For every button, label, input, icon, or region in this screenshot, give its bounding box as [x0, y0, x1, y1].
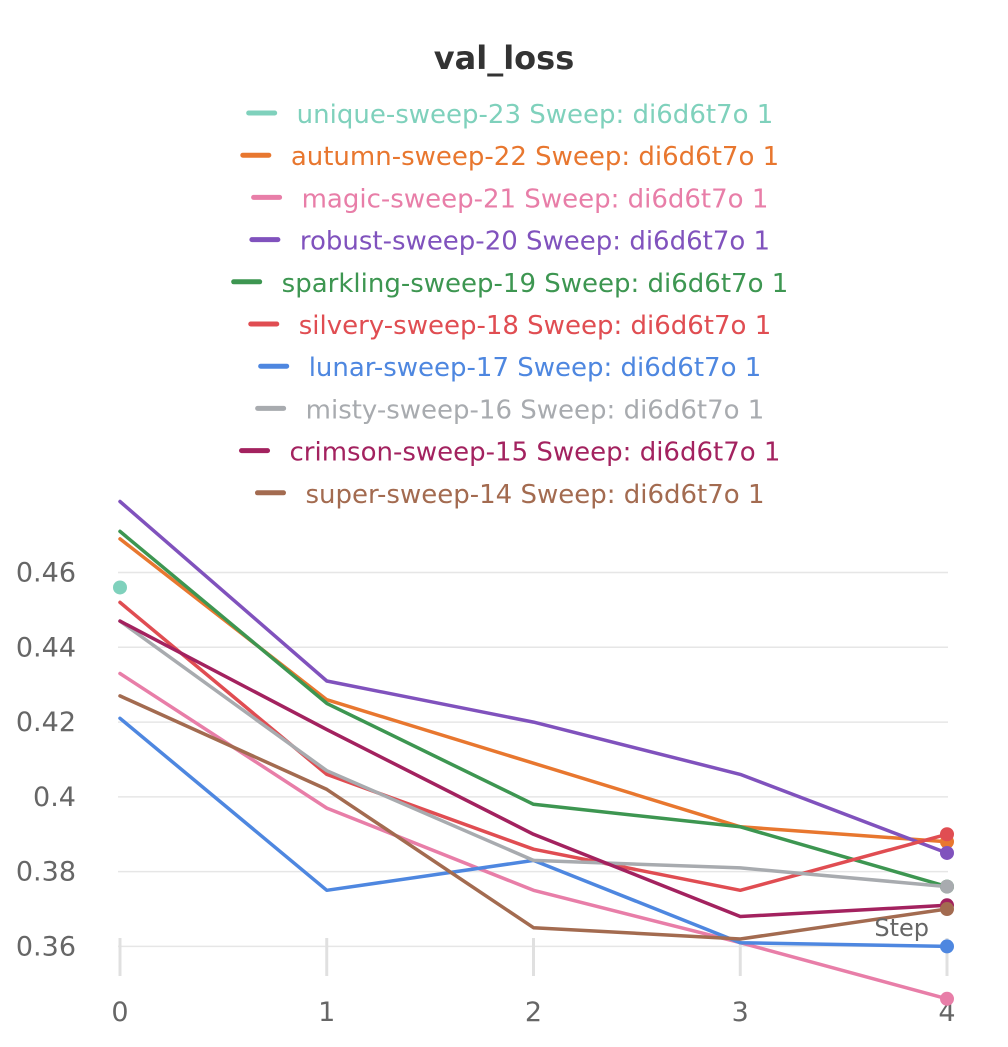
legend: unique-sweep-23 Sweep: di6d6t7o 1 autumn-…	[231, 100, 789, 510]
series-end-point[interactable]	[940, 902, 954, 917]
legend-label: lunar-sweep-17 Sweep: di6d6t7o 1	[309, 353, 762, 383]
y-tick-label: 0.38	[16, 857, 76, 888]
series-line[interactable]	[118, 600, 949, 893]
legend-label: magic-sweep-21 Sweep: di6d6t7o 1	[302, 184, 769, 214]
y-tick-label: 0.46	[16, 558, 76, 589]
legend-item[interactable]: super-sweep-14 Sweep: di6d6t7o 1	[254, 480, 765, 510]
x-tick-label: 1	[318, 997, 335, 1028]
legend-item[interactable]: lunar-sweep-17 Sweep: di6d6t7o 1	[258, 353, 762, 383]
chart-title: val_loss	[434, 39, 574, 77]
series-lines	[118, 499, 949, 1001]
legend-item[interactable]: crimson-sweep-15 Sweep: di6d6t7o 1	[239, 438, 781, 468]
legend-item[interactable]: silvery-sweep-18 Sweep: di6d6t7o 1	[248, 311, 771, 341]
series-line[interactable]	[118, 619, 949, 919]
series-line[interactable]	[118, 619, 949, 889]
series-line[interactable]	[118, 671, 949, 1001]
series-line[interactable]	[118, 694, 949, 941]
x-axis-label: Step	[874, 914, 929, 942]
legend-item[interactable]: sparkling-sweep-19 Sweep: di6d6t7o 1	[231, 269, 789, 299]
y-tick-label: 0.4	[33, 782, 76, 813]
legend-item[interactable]: autumn-sweep-22 Sweep: di6d6t7o 1	[240, 142, 779, 172]
legend-item[interactable]: misty-sweep-16 Sweep: di6d6t7o 1	[255, 395, 765, 425]
y-tick-label: 0.36	[16, 931, 76, 962]
legend-label: robust-sweep-20 Sweep: di6d6t7o 1	[300, 227, 770, 257]
series-end-point[interactable]	[940, 939, 954, 954]
x-tick-label: 3	[732, 997, 749, 1028]
x-tick-label: 2	[525, 997, 542, 1028]
series-line[interactable]	[118, 499, 949, 855]
series-end-point[interactable]	[113, 580, 127, 595]
x-axis: 0 1 2 3 4	[111, 938, 956, 1028]
legend-item[interactable]: robust-sweep-20 Sweep: di6d6t7o 1	[249, 227, 770, 257]
legend-label: super-sweep-14 Sweep: di6d6t7o 1	[305, 480, 764, 510]
series-points	[113, 580, 954, 1006]
x-tick-label: 4	[938, 997, 955, 1028]
series-line[interactable]	[118, 529, 949, 889]
legend-label: sparkling-sweep-19 Sweep: di6d6t7o 1	[282, 269, 789, 299]
series-end-point[interactable]	[940, 827, 954, 842]
legend-item[interactable]: unique-sweep-23 Sweep: di6d6t7o 1	[246, 100, 774, 130]
y-axis: 0.36 0.38 0.4 0.42 0.44 0.46	[16, 558, 76, 963]
legend-label: silvery-sweep-18 Sweep: di6d6t7o 1	[299, 311, 771, 341]
y-tick-label: 0.44	[16, 632, 76, 663]
series-end-point[interactable]	[940, 845, 954, 860]
legend-label: autumn-sweep-22 Sweep: di6d6t7o 1	[291, 142, 779, 172]
legend-label: unique-sweep-23 Sweep: di6d6t7o 1	[297, 100, 774, 130]
legend-item[interactable]: magic-sweep-21 Sweep: di6d6t7o 1	[251, 184, 769, 214]
legend-label: crimson-sweep-15 Sweep: di6d6t7o 1	[290, 438, 781, 468]
series-end-point[interactable]	[940, 879, 954, 894]
x-tick-label: 0	[111, 997, 128, 1028]
y-tick-label: 0.42	[16, 707, 76, 738]
series-end-point[interactable]	[940, 991, 954, 1006]
legend-label: misty-sweep-16 Sweep: di6d6t7o 1	[306, 395, 765, 425]
